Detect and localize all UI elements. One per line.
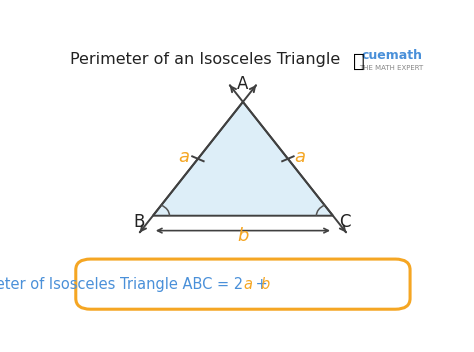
- Text: C: C: [339, 213, 351, 231]
- Text: b: b: [237, 227, 248, 245]
- Text: +: +: [251, 277, 273, 291]
- Text: cuemath: cuemath: [362, 49, 423, 62]
- Text: THE MATH EXPERT: THE MATH EXPERT: [359, 65, 423, 71]
- Text: a: a: [294, 149, 305, 166]
- FancyBboxPatch shape: [76, 259, 410, 309]
- Text: Perimeter of Isosceles Triangle ABC = 2: Perimeter of Isosceles Triangle ABC = 2: [0, 277, 243, 291]
- Polygon shape: [153, 102, 333, 216]
- Text: B: B: [134, 213, 145, 231]
- Text: A: A: [237, 75, 248, 93]
- Text: a: a: [179, 149, 190, 166]
- Text: 🚀: 🚀: [353, 52, 365, 71]
- Text: b: b: [261, 277, 270, 291]
- Text: Perimeter of an Isosceles Triangle: Perimeter of an Isosceles Triangle: [70, 52, 340, 67]
- Text: a: a: [244, 277, 253, 291]
